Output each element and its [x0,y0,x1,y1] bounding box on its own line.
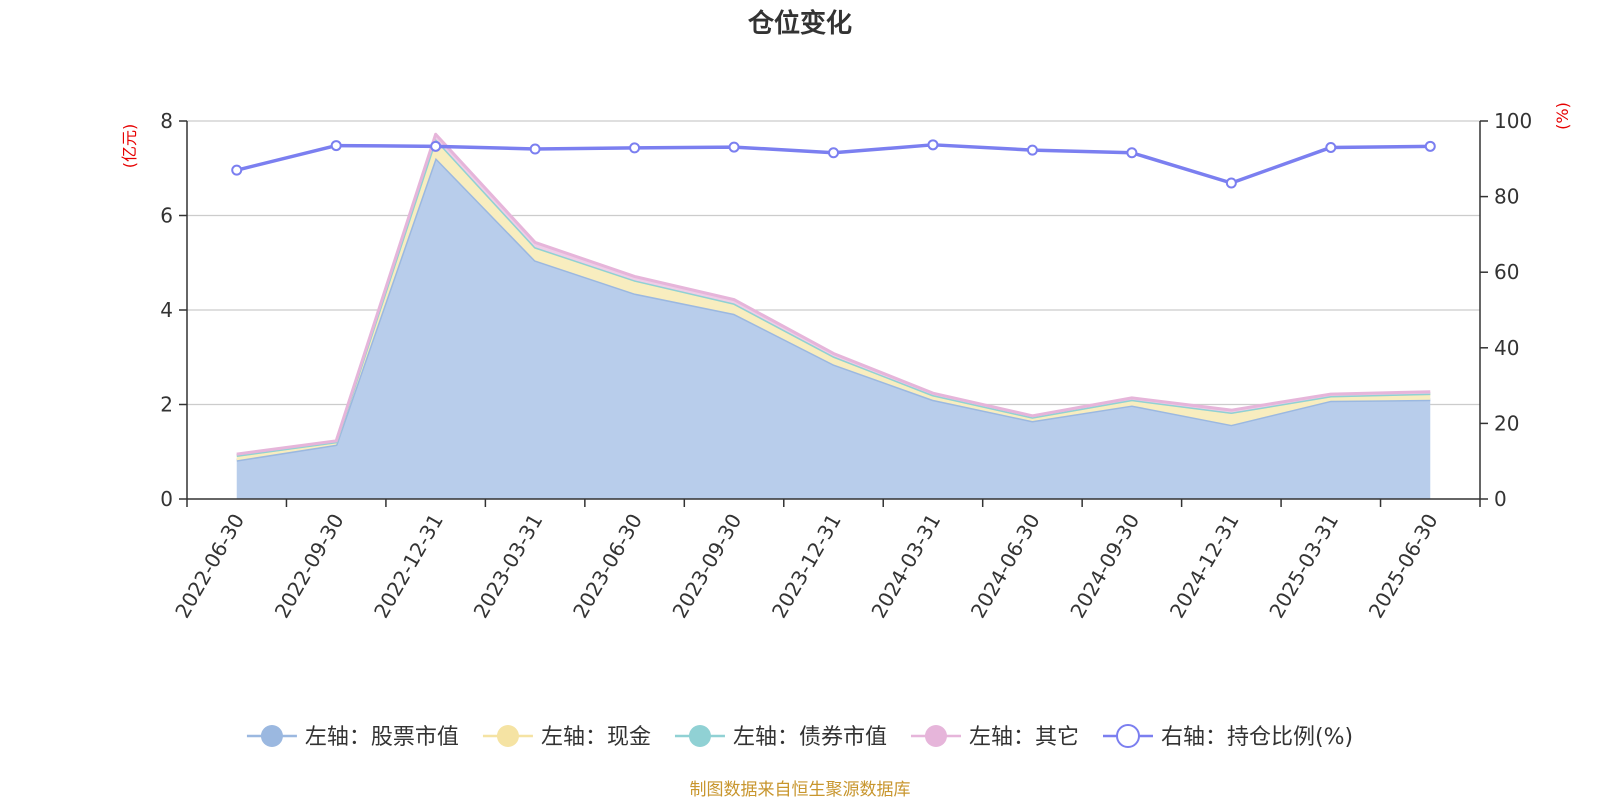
x-axis-tick-label: 2022-09-30 [270,510,349,623]
legend-label: 左轴：股票市值 [305,725,459,750]
legend-item[interactable]: 左轴：其它 [910,725,1079,750]
x-axis-tick-label: 2024-12-31 [1165,510,1244,623]
holding-ratio-point [330,140,342,152]
holding-ratio-line [231,139,1436,189]
x-axis-tick-label: 2023-03-31 [469,510,548,623]
legend-swatch-marker [1115,724,1140,748]
legend-item[interactable]: 左轴：债券市值 [674,725,887,750]
legend: 左轴：股票市值 左轴：现金 左轴：债券市值 左轴：其它 右轴：持仓比例(%) [246,724,1353,750]
legend-item[interactable]: 左轴：现金 [482,725,651,750]
right-axis-tick-label: 0 [1494,487,1507,511]
holding-ratio-point [529,143,541,155]
x-axis-tick-label: 2023-09-30 [667,510,746,623]
right-axis-unit: (%) [1553,102,1572,130]
right-axis-tick-label: 40 [1494,336,1519,360]
left-axis-tick-label: 4 [160,298,173,322]
legend-label: 左轴：其它 [969,725,1079,750]
x-axis-tick-label: 2022-12-31 [369,510,448,623]
x-axis-tick-label: 2025-03-31 [1264,510,1343,623]
legend-swatch-marker [924,725,947,747]
x-axis-tick-label: 2024-09-30 [1065,510,1144,623]
x-axis-tick-label: 2023-12-31 [767,510,846,623]
holding-ratio-point [1424,140,1436,152]
x-axis-tick-label: 2022-06-30 [170,510,249,623]
x-axis-tick-label: 2023-06-30 [568,510,647,623]
stacked-areas [236,132,1431,500]
holding-ratio-point [629,142,641,154]
chart-title: 仓位变化 [747,8,852,39]
legend-swatch-marker [496,725,519,747]
holding-ratio-point [1325,141,1337,153]
holding-ratio-point [430,140,442,152]
holding-ratio-point [927,139,939,151]
holding-ratio-point [1026,144,1038,156]
legend-item[interactable]: 左轴：股票市值 [246,725,459,750]
right-axis-tick-label: 100 [1494,109,1532,133]
holding-ratio-point [828,147,839,159]
x-axis-tick-label: 2024-06-30 [966,510,1045,623]
x-axis-tick-label: 2025-06-30 [1364,510,1443,623]
legend-label: 左轴：现金 [541,725,651,750]
left-axis-unit: (亿元) [120,124,139,169]
right-axis-tick-label: 60 [1494,260,1519,284]
left-axis-tick-label: 2 [160,393,173,417]
left-axis-tick-label: 8 [160,109,173,133]
x-axis-tick-label: 2024-03-31 [866,510,945,623]
holding-ratio-point [728,141,740,153]
left-axis-tick-label: 0 [160,487,173,511]
legend-item[interactable]: 右轴：持仓比例(%) [1102,724,1353,750]
holding-ratio-point [1126,147,1138,159]
left-axis-tick-label: 6 [160,204,173,228]
legend-label: 左轴：债券市值 [733,725,887,750]
data-source-note: 制图数据来自恒生聚源数据库 [690,780,911,800]
holding-ratio-point [1225,177,1237,189]
legend-swatch-marker [688,725,711,747]
right-axis-tick-label: 20 [1494,411,1519,435]
holding-ratio-point [231,164,243,176]
legend-label: 右轴：持仓比例(%) [1161,725,1353,750]
legend-swatch-marker [260,725,283,747]
right-axis-tick-label: 80 [1494,185,1519,209]
area-左轴：股票市值 [236,157,1431,500]
area-line-左轴：其它 [236,132,1431,456]
